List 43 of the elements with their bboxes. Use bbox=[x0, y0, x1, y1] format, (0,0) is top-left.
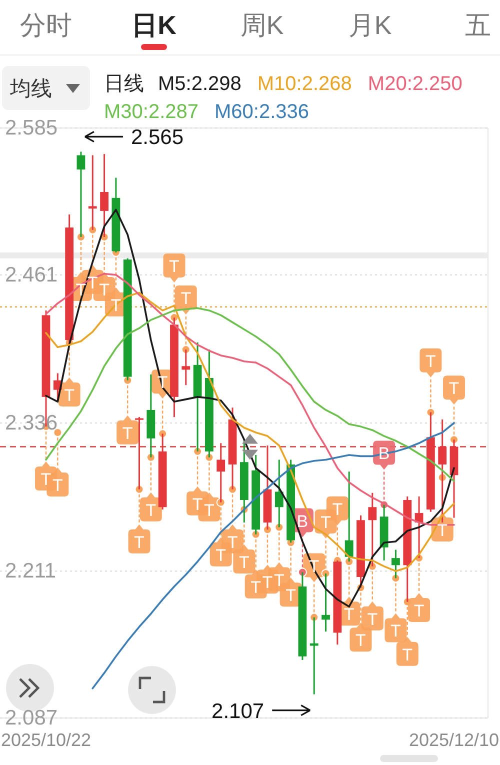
x-tick-label: 2025/10/22 bbox=[0, 730, 92, 750]
data-label: T bbox=[402, 645, 413, 664]
legend: 日线 M5:2.298 M10:2.268 M20:2.250 M30:2.287 M60:2.336 bbox=[104, 73, 462, 123]
data-label: T bbox=[122, 424, 133, 443]
data-label: T bbox=[320, 512, 331, 532]
data-label: T bbox=[332, 500, 343, 519]
data-label: T bbox=[238, 552, 250, 572]
data-label: T bbox=[169, 257, 180, 276]
annotation: 2.107 bbox=[212, 700, 264, 723]
y-tick-label: 2.211 bbox=[5, 560, 56, 583]
data-label: T bbox=[87, 273, 98, 292]
y-tick-label: 2.461 bbox=[5, 263, 58, 286]
data-label: T bbox=[134, 532, 144, 552]
data-label: T bbox=[344, 605, 354, 624]
data-label: T bbox=[216, 546, 226, 565]
data-label: T bbox=[286, 586, 296, 606]
tabs: 分时 日K 周K 月K 五 bbox=[20, 10, 491, 40]
data-label: B bbox=[296, 512, 308, 531]
data-label: T bbox=[204, 500, 214, 520]
y-tick-label: 2.087 bbox=[5, 706, 58, 730]
data-label: T bbox=[426, 352, 436, 371]
data-label: T bbox=[437, 521, 448, 540]
data-label: T bbox=[110, 296, 122, 315]
data-label: T bbox=[367, 610, 378, 629]
data-label: T bbox=[448, 379, 460, 398]
y-tick-label: 2.585 bbox=[5, 116, 58, 140]
data-label: T bbox=[262, 573, 273, 592]
data-label: T bbox=[192, 494, 203, 514]
data-label: T bbox=[250, 578, 262, 597]
data-label: T bbox=[52, 476, 63, 495]
data-label: T bbox=[99, 280, 110, 300]
data-label: T bbox=[180, 289, 192, 308]
data-label: T bbox=[390, 622, 401, 641]
x-tick-label: 2025/12/10 bbox=[408, 730, 500, 750]
data-label: T bbox=[64, 386, 74, 405]
data-label: T bbox=[40, 470, 52, 490]
data-label: T bbox=[146, 500, 156, 520]
data-label: T bbox=[274, 570, 284, 590]
dropdown-label: 均线 bbox=[10, 78, 52, 100]
data-label: T bbox=[227, 532, 238, 552]
data-label: T bbox=[414, 602, 424, 621]
annotation: 2.565 bbox=[130, 126, 184, 150]
data-label: T bbox=[356, 631, 366, 650]
